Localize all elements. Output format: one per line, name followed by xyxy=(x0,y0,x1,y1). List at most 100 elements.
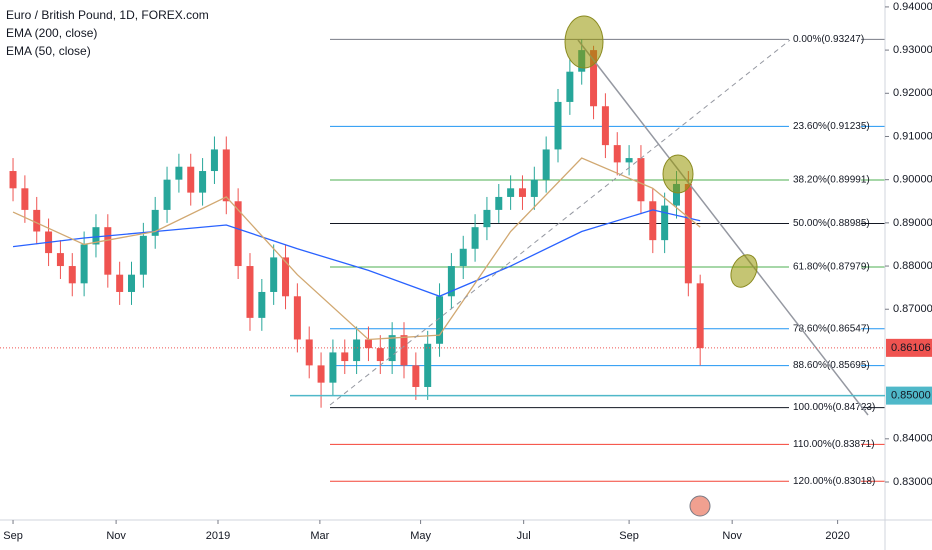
candle-body xyxy=(222,149,230,202)
candle-body xyxy=(56,253,64,267)
candle-body xyxy=(199,171,207,193)
candle-body xyxy=(388,335,396,362)
plot xyxy=(9,39,704,408)
fib-label-bg xyxy=(789,119,861,134)
candle-body xyxy=(282,257,290,297)
fib-label: 50.00%(0.88985) xyxy=(793,218,870,229)
fib-label: 23.60%(0.91235) xyxy=(793,121,870,132)
candle-body xyxy=(364,339,372,349)
candle-body xyxy=(9,171,17,189)
candle-body xyxy=(400,335,408,366)
fib-label-bg xyxy=(789,321,861,336)
candle-body xyxy=(601,106,609,146)
candle-body xyxy=(128,274,136,292)
candle-body xyxy=(471,227,479,249)
candle-body xyxy=(696,283,704,349)
x-tick-label: Mar xyxy=(310,530,329,542)
candle-body xyxy=(270,257,278,292)
x-tick-label: Nov xyxy=(106,530,126,542)
fib-label-bg xyxy=(789,173,861,188)
candle-body xyxy=(649,201,657,241)
fib-label-bg xyxy=(789,437,861,452)
candle-body xyxy=(329,352,337,383)
candle-body xyxy=(175,166,183,180)
candle-body xyxy=(116,274,124,292)
price-label-bg xyxy=(886,338,932,357)
fib-label: 110.00%(0.83871) xyxy=(793,439,875,450)
candle-body xyxy=(554,101,562,150)
y-tick-label: 0.87000 xyxy=(893,303,932,315)
candle-body xyxy=(518,188,526,197)
fib-label-bg xyxy=(789,474,861,489)
candle-body xyxy=(187,166,195,193)
fib-label: 88.60%(0.85695) xyxy=(793,360,870,371)
trend-line xyxy=(577,39,869,416)
x-tick-label: May xyxy=(410,530,431,542)
candle-body xyxy=(80,244,88,284)
x-tick-label: Nov xyxy=(722,530,742,542)
legend-entry: EMA (200, close) xyxy=(6,26,97,40)
candle-body xyxy=(542,149,550,180)
fib-label: 38.20%(0.89991) xyxy=(793,175,870,186)
candle-body xyxy=(483,209,491,228)
ema-line xyxy=(12,209,701,297)
candle-body xyxy=(210,149,218,172)
fib-label-bg xyxy=(789,400,861,415)
price-label: 0.85000 xyxy=(891,390,931,402)
candle-body xyxy=(139,235,147,275)
candle-body xyxy=(151,209,159,236)
candle-body xyxy=(92,227,100,245)
candle-body xyxy=(590,50,598,107)
candle-body xyxy=(507,188,515,197)
fib-label: 61.80%(0.87979) xyxy=(793,262,870,273)
candle-body xyxy=(376,348,384,362)
candle-body xyxy=(436,296,444,344)
y-tick-label: 0.92000 xyxy=(893,87,932,99)
candle-body xyxy=(412,365,420,387)
candle-body xyxy=(341,352,349,362)
fib-label-bg xyxy=(789,259,861,274)
fib-label: 78.60%(0.86547) xyxy=(793,323,870,334)
x-tick-label: 2019 xyxy=(206,530,230,542)
candle-body xyxy=(661,205,669,241)
chart-title: Euro / British Pound, 1D, FOREX.com xyxy=(6,8,209,22)
events-icon[interactable] xyxy=(689,495,711,517)
candle-body xyxy=(637,158,645,202)
candle-body xyxy=(684,183,692,284)
candle-body xyxy=(234,201,242,267)
fib-label-bg xyxy=(789,32,861,47)
highlight-ellipse xyxy=(730,254,758,288)
y-tick-label: 0.88000 xyxy=(893,260,932,272)
legend-entry: EMA (50, close) xyxy=(6,44,91,58)
y-tick-label: 0.83000 xyxy=(893,476,932,488)
fib-label: 100.00%(0.84723) xyxy=(793,402,875,413)
x-tick-label: Sep xyxy=(619,530,639,542)
y-tick-label: 0.84000 xyxy=(893,433,932,445)
y-tick-label: 0.93000 xyxy=(893,44,932,56)
price-label: 0.86106 xyxy=(891,342,931,354)
candle-body xyxy=(33,209,41,232)
candle-body xyxy=(104,227,112,275)
price-label-bg xyxy=(886,386,932,405)
candle-body xyxy=(258,291,266,318)
candle-body xyxy=(530,179,538,197)
candle-body xyxy=(447,266,455,297)
candle-body xyxy=(672,183,680,206)
x-tick-label: Jul xyxy=(517,530,531,542)
candle-body xyxy=(163,179,171,210)
candle-body xyxy=(424,343,432,387)
candle-body xyxy=(495,196,503,210)
highlight-ellipse xyxy=(564,15,604,69)
y-tick-label: 0.91000 xyxy=(893,130,932,142)
candle-body xyxy=(317,365,325,383)
ema-line xyxy=(12,157,701,341)
x-tick-label: Sep xyxy=(3,530,23,542)
fib-label: 0.00%(0.93247) xyxy=(793,34,864,45)
y-tick-label: 0.94000 xyxy=(893,1,932,13)
fib-levels: 0.00%(0.93247) 23.60%(0.91235) 38.20%(0.89… xyxy=(330,32,885,489)
highlight-ellipse xyxy=(662,154,694,194)
candle-body xyxy=(625,158,633,163)
candle-body xyxy=(293,296,301,340)
